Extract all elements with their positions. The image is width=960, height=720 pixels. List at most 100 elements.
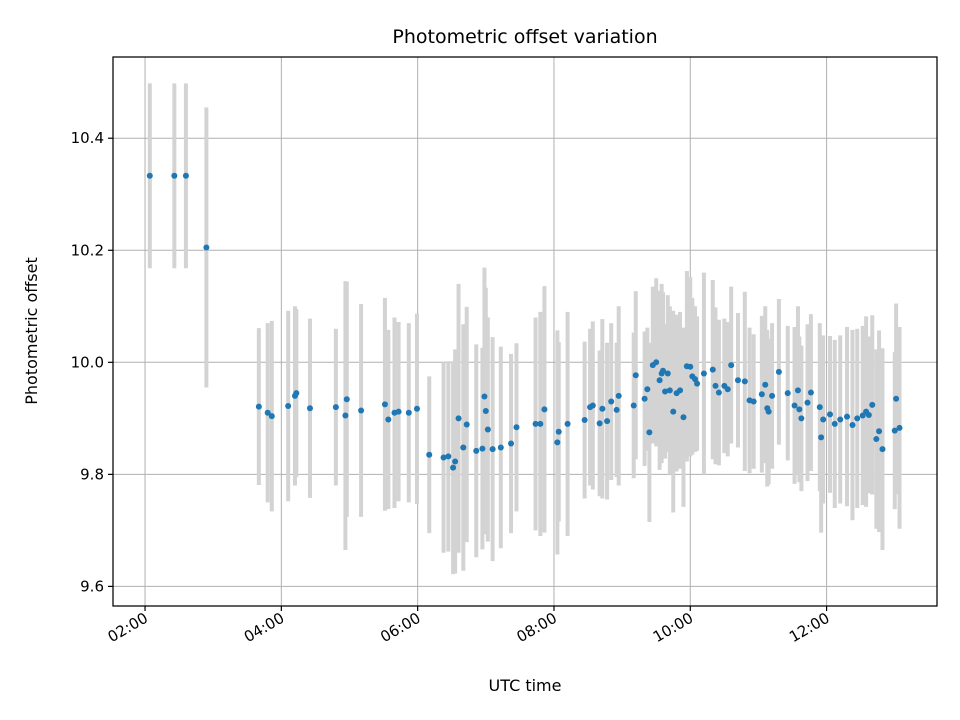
y-tick-label: 9.6	[80, 577, 104, 595]
y-tick-label: 10.2	[71, 241, 104, 259]
data-point	[816, 404, 823, 411]
data-point	[555, 428, 562, 435]
data-point	[484, 426, 491, 433]
data-point	[758, 391, 765, 398]
data-point	[381, 401, 388, 408]
data-point	[532, 420, 539, 427]
data-point	[646, 429, 653, 436]
data-point	[395, 408, 402, 415]
data-point	[873, 436, 880, 443]
data-point	[473, 447, 480, 454]
data-point	[450, 464, 457, 471]
data-point	[741, 378, 748, 385]
y-tick-label: 10.4	[71, 129, 104, 147]
data-point	[762, 381, 769, 388]
data-point	[854, 415, 861, 422]
data-point	[666, 387, 673, 394]
data-point	[715, 389, 722, 396]
data-point	[463, 421, 470, 428]
data-point	[604, 418, 611, 425]
data-point	[728, 362, 735, 369]
data-point	[508, 440, 515, 447]
data-point	[385, 416, 392, 423]
data-point	[820, 416, 827, 423]
data-point	[358, 407, 365, 414]
data-point	[734, 377, 741, 384]
data-point	[644, 386, 651, 393]
data-point	[709, 366, 716, 373]
data-point	[896, 424, 903, 431]
data-point	[694, 380, 701, 387]
data-point	[264, 409, 271, 416]
data-point	[859, 412, 866, 419]
data-point	[662, 388, 669, 395]
data-point	[255, 403, 262, 410]
data-point	[554, 439, 561, 446]
data-point	[893, 395, 900, 402]
data-point	[608, 398, 615, 405]
data-point	[653, 359, 660, 366]
data-point	[615, 392, 622, 399]
data-point	[497, 444, 504, 451]
data-point	[804, 399, 811, 406]
data-point	[632, 372, 639, 379]
data-point	[687, 363, 694, 370]
data-point	[796, 406, 803, 413]
data-point	[182, 172, 189, 179]
data-point	[656, 377, 663, 384]
data-point	[630, 402, 637, 409]
chart-title: Photometric offset variation	[392, 26, 657, 48]
data-point	[343, 396, 350, 403]
data-point	[445, 453, 452, 460]
data-point	[342, 412, 349, 419]
data-point	[712, 382, 719, 389]
data-point	[332, 404, 339, 411]
y-axis-label: Photometric offset	[22, 257, 41, 405]
data-point	[794, 387, 801, 394]
data-point	[837, 416, 844, 423]
data-point	[765, 408, 772, 415]
data-point	[769, 392, 776, 399]
data-point	[479, 445, 486, 452]
data-point	[481, 393, 488, 400]
data-point	[440, 454, 447, 461]
data-point	[293, 390, 300, 397]
data-point	[268, 413, 275, 420]
data-point	[849, 422, 856, 429]
data-point	[405, 409, 412, 416]
data-point	[700, 370, 707, 377]
data-point	[869, 401, 876, 408]
data-point	[285, 403, 292, 410]
data-points	[146, 172, 903, 471]
data-point	[482, 408, 489, 415]
data-point	[306, 405, 313, 412]
data-point	[891, 427, 898, 434]
data-point	[844, 413, 851, 420]
data-point	[460, 444, 467, 451]
data-point	[171, 172, 178, 179]
y-tick-label: 10.0	[71, 353, 104, 371]
y-axis-ticks: 9.6 9.8 10.0 10.2 10.4	[71, 129, 113, 595]
data-point	[775, 368, 782, 375]
data-point	[807, 389, 814, 396]
y-tick-label: 9.8	[80, 465, 104, 483]
data-point	[613, 406, 620, 413]
x-axis-label: UTC time	[489, 676, 562, 695]
data-point	[660, 367, 667, 374]
data-point	[664, 370, 671, 377]
data-point	[641, 395, 648, 402]
data-point	[541, 406, 548, 413]
data-point	[680, 414, 687, 421]
data-point	[146, 172, 153, 179]
data-point	[489, 446, 496, 453]
data-point	[791, 402, 798, 409]
plot-area-frame	[112, 56, 938, 607]
data-point	[599, 405, 606, 412]
data-point	[596, 420, 603, 427]
data-point	[784, 390, 791, 397]
data-point	[426, 451, 433, 458]
data-point	[692, 376, 699, 383]
data-point	[537, 420, 544, 427]
data-point	[831, 420, 838, 427]
